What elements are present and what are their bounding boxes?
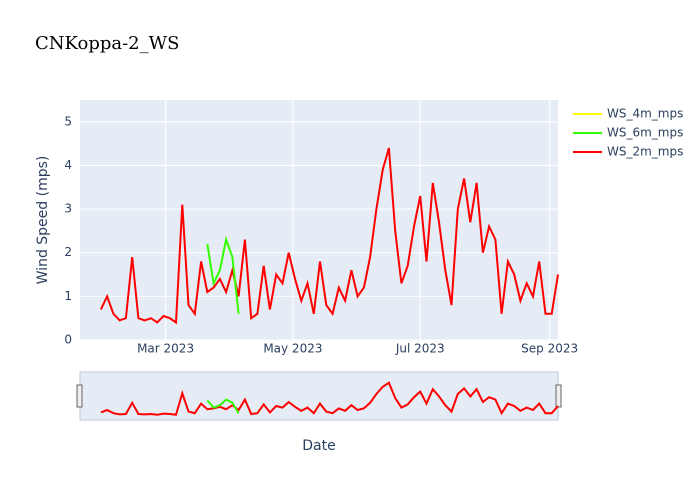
- x-tick-label: Sep 2023: [521, 342, 578, 356]
- series-line: [206, 235, 240, 314]
- y-tick-label: 3: [64, 202, 72, 216]
- y-tick-label: 0: [64, 333, 72, 347]
- x-tick-label: Jul 2023: [395, 342, 445, 356]
- legend-label: WS_4m_mps: [607, 107, 683, 121]
- slider-handle[interactable]: [555, 384, 562, 408]
- legend-label: WS_6m_mps: [607, 126, 683, 140]
- y-tick-label: 4: [64, 158, 72, 172]
- series-line: [99, 147, 559, 325]
- y-tick-label: 2: [64, 245, 72, 259]
- slider-handle[interactable]: [76, 384, 83, 408]
- slider-line: [100, 381, 559, 416]
- y-tick-label: 5: [64, 114, 72, 128]
- y-tick-label: 1: [64, 289, 72, 303]
- legend-label: WS_2m_mps: [607, 145, 683, 159]
- slider-line: [206, 398, 240, 414]
- y-axis-title: Wind Speed (mps): [35, 156, 51, 285]
- chart-title: CNKoppa-2_WS: [35, 33, 179, 54]
- x-tick-label: May 2023: [263, 342, 322, 356]
- plot-area: [80, 100, 558, 340]
- x-axis-title: Date: [302, 438, 335, 454]
- range-slider[interactable]: [79, 371, 559, 421]
- x-tick-label: Mar 2023: [137, 342, 194, 356]
